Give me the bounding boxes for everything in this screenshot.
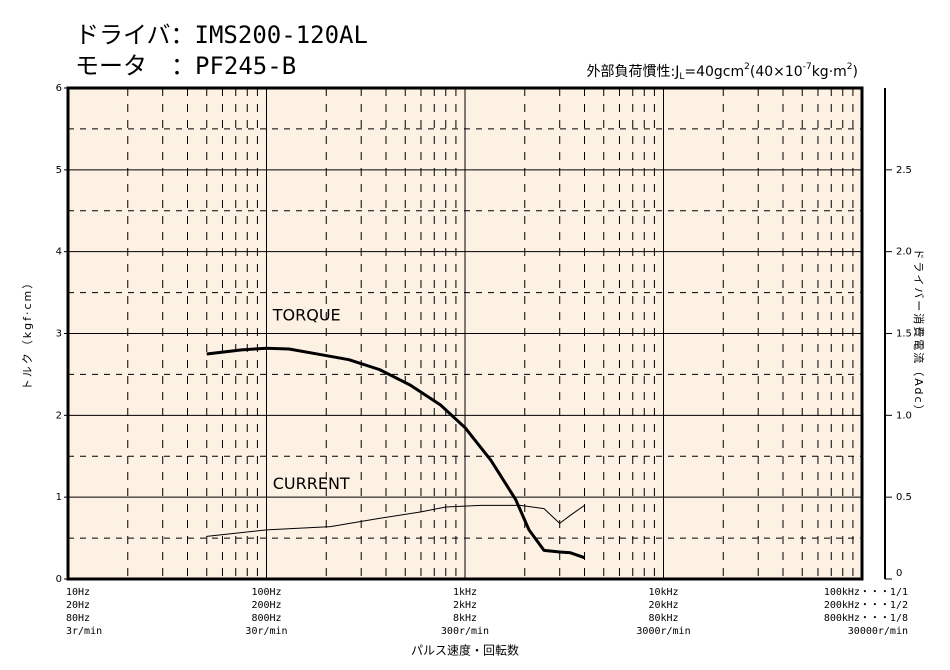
note-part: -7 bbox=[803, 62, 812, 72]
y2-tick-label: 2.5 bbox=[896, 165, 912, 176]
y2-axis-label: ドライバー消費電流（Adc） bbox=[912, 248, 926, 417]
x-axis-label: パルス速度・回転数 bbox=[411, 643, 519, 658]
y2-tick-label: 0.5 bbox=[896, 492, 912, 503]
x-tick-sublabel: 200Hz bbox=[251, 600, 281, 611]
y2-tick-label: 1.0 bbox=[896, 410, 912, 421]
x-tick-sublabel: 30000r/min bbox=[848, 626, 908, 637]
x-tick-sublabel: 8kHz bbox=[453, 613, 477, 624]
x-tick-sublabel: 800Hz bbox=[251, 613, 281, 624]
series-line bbox=[206, 504, 585, 537]
y-tick-label: 3 bbox=[56, 329, 62, 340]
x-tick-sublabel: 200kHz・・・1/2 bbox=[824, 600, 908, 611]
x-tick-sublabel: 3000r/min bbox=[636, 626, 690, 637]
x-tick-sublabel: 20Hz bbox=[66, 600, 90, 611]
x-tick-sublabel: 30r/min bbox=[245, 626, 287, 637]
note-part: =40gcm bbox=[684, 64, 744, 80]
series-label: TORQUE bbox=[272, 305, 341, 324]
y-tick-label: 5 bbox=[56, 165, 62, 176]
series-label: CURRENT bbox=[273, 474, 350, 493]
x-tick-label: 100kHz・・・1/1 bbox=[824, 587, 908, 598]
x-tick-label: 10Hz bbox=[66, 587, 90, 598]
x-tick-sublabel: 3r/min bbox=[66, 626, 102, 637]
y-tick-label: 0 bbox=[56, 574, 62, 585]
plot-frame bbox=[66, 86, 864, 581]
x-tick-sublabel: 80Hz bbox=[66, 613, 90, 624]
x-tick-sublabel: 300r/min bbox=[441, 626, 489, 637]
note-part: 2 bbox=[847, 62, 853, 72]
x-tick-label: 100Hz bbox=[251, 587, 281, 598]
motor-title: モータ ：PF245-B bbox=[75, 52, 296, 80]
x-tick-sublabel: 2kHz bbox=[453, 600, 477, 611]
driver-title: ドライバ：IMS200-120AL bbox=[75, 21, 368, 49]
y2-tick-label: 0 bbox=[896, 568, 902, 579]
x-tick-label: 10kHz bbox=[648, 587, 678, 598]
note-part: kg·m bbox=[812, 64, 847, 80]
y-tick-label: 1 bbox=[56, 492, 62, 503]
x-tick-label: 1kHz bbox=[453, 587, 477, 598]
series-line bbox=[206, 346, 585, 560]
note-part: ) bbox=[853, 64, 858, 80]
x-tick-sublabel: 800kHz・・・1/8 bbox=[824, 613, 908, 624]
y2-tick-label: 2.0 bbox=[896, 247, 912, 258]
note-part: (40×10 bbox=[750, 64, 803, 80]
y-tick-label: 2 bbox=[56, 410, 62, 421]
y2-tick-label: 1.5 bbox=[896, 329, 912, 340]
x-tick-sublabel: 20kHz bbox=[648, 600, 678, 611]
note-part: 2 bbox=[744, 62, 750, 72]
y-tick-label: 4 bbox=[56, 247, 62, 258]
x-tick-sublabel: 80kHz bbox=[648, 613, 678, 624]
y-tick-label: 6 bbox=[56, 83, 62, 94]
marks bbox=[206, 346, 585, 560]
y-axis-label: トルク（kgf·cm） bbox=[21, 276, 34, 391]
note-part: L bbox=[679, 72, 684, 82]
note-part: 外部負荷慣性:J bbox=[587, 63, 680, 80]
inertia-note: 外部負荷慣性:JL​=40gcm2​(40×10-7​kg·m2​) bbox=[587, 62, 859, 82]
